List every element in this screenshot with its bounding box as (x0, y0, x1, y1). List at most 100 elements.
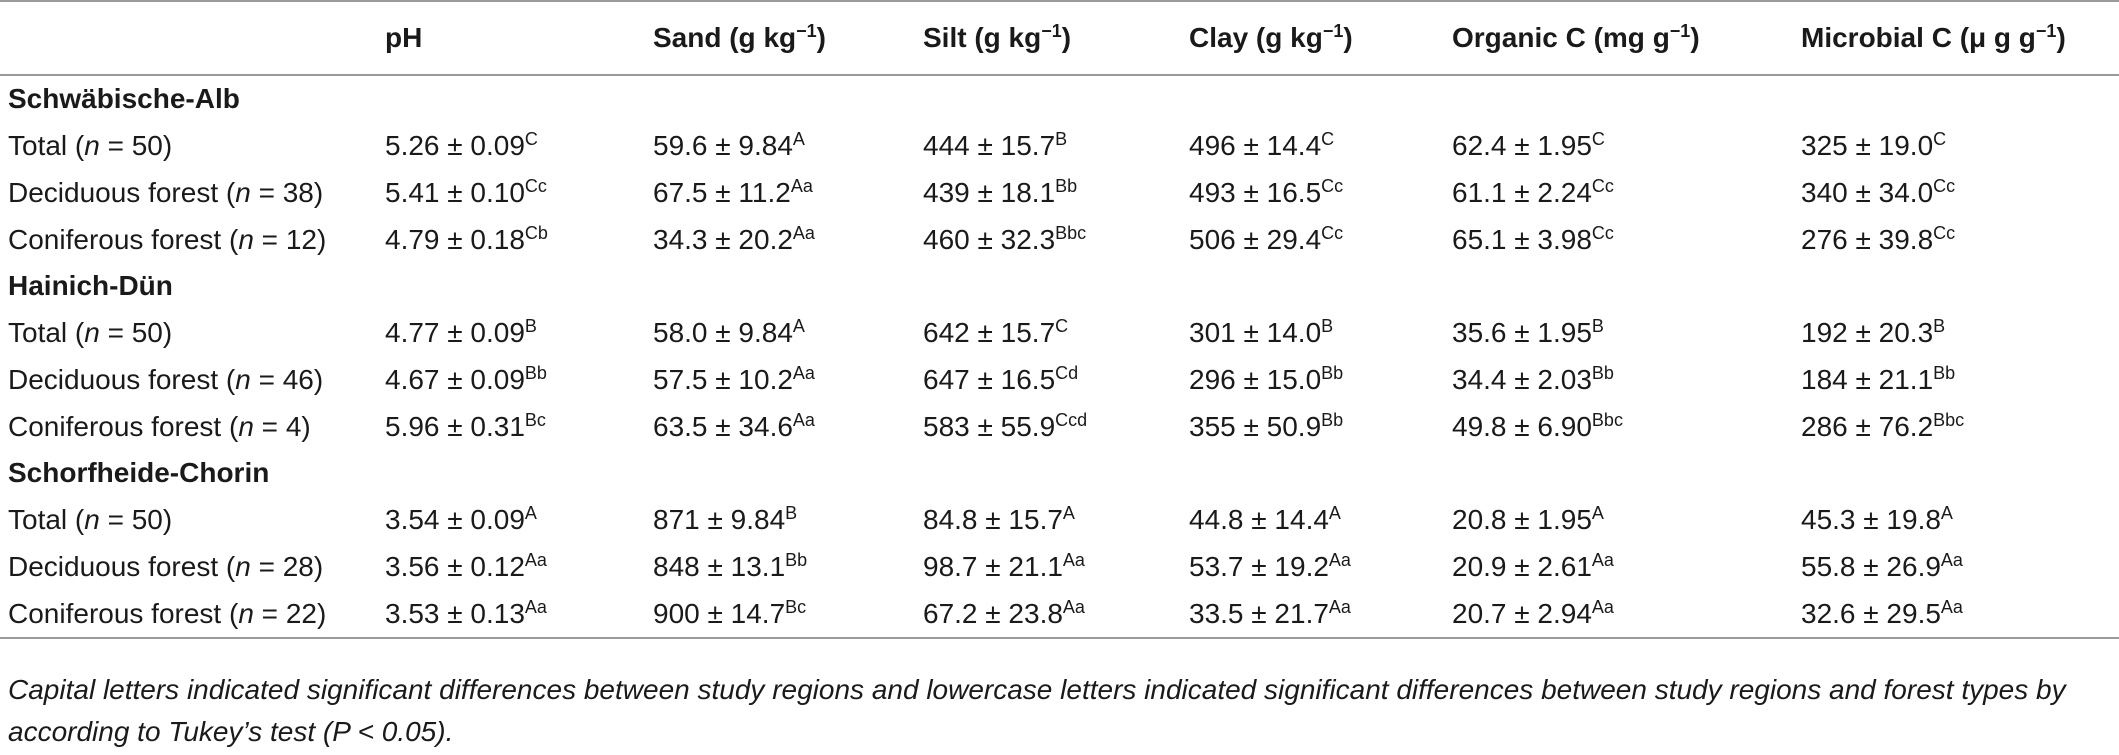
cell-microbial-c: 325 ± 19.0C (1801, 128, 1947, 161)
row-label: Deciduous forest (n = 38) (8, 176, 324, 208)
cell-clay: 496 ± 14.4C (1189, 128, 1335, 161)
cell-microbial-c: 340 ± 34.0Cc (1801, 175, 1956, 208)
data-table-container: pH Sand (g kg−1) Silt (g kg−1) Clay (g k… (0, 1, 2119, 638)
significance-letters: A (1591, 502, 1604, 523)
cell-microbial-c: 286 ± 76.2Bbc (1801, 409, 1965, 442)
cell-organic-c: 20.8 ± 1.95A (1452, 502, 1604, 535)
significance-letters: Aa (1591, 596, 1614, 617)
cell-sand: 871 ± 9.84B (653, 502, 798, 535)
cell-clay: 493 ± 16.5Cc (1189, 175, 1344, 208)
group-header-row: Schorfheide-Chorin (0, 450, 2119, 496)
cell-sand: 900 ± 14.7Bc (653, 596, 807, 629)
row-label: Total (n = 50) (8, 129, 173, 161)
cell-ph: 4.79 ± 0.18Cb (385, 222, 548, 255)
significance-letters: Aa (1328, 596, 1351, 617)
significance-letters: Cc (1591, 222, 1614, 243)
significance-letters: B (524, 315, 537, 336)
cell-clay: 301 ± 14.0B (1189, 315, 1334, 348)
cell-clay: 44.8 ± 14.4A (1189, 502, 1341, 535)
row-label: Total (n = 50) (8, 316, 173, 348)
header-cell-sand: Sand (g kg−1) (653, 21, 826, 53)
significance-letters: Cc (1321, 175, 1344, 196)
significance-letters: Bb (785, 549, 808, 570)
row-label: Coniferous forest (n = 4) (8, 410, 311, 442)
cell-microbial-c: 55.8 ± 26.9Aa (1801, 549, 1963, 582)
significance-letters: Aa (1062, 549, 1085, 570)
significance-letters: Cc (1321, 222, 1344, 243)
cell-sand: 57.5 ± 10.2Aa (653, 362, 815, 395)
table-row: Coniferous forest (n = 12) 4.79 ± 0.18Cb 3… (0, 216, 2119, 263)
row-label: Deciduous forest (n = 46) (8, 363, 324, 395)
significance-letters: Cc (1591, 175, 1614, 196)
significance-letters: B (1591, 315, 1604, 336)
cell-silt: 84.8 ± 15.7A (923, 502, 1075, 535)
cell-ph: 5.96 ± 0.31Bc (385, 409, 546, 442)
significance-letters: B (1321, 315, 1334, 336)
cell-sand: 63.5 ± 34.6Aa (653, 409, 815, 442)
group-title: Hainich-Dün (8, 270, 173, 301)
table-body: Schwäbische-Alb Total (n = 50) 5.26 ± 0.09… (0, 75, 2119, 638)
cell-silt: 67.2 ± 23.8Aa (923, 596, 1085, 629)
significance-letters: A (1062, 502, 1075, 523)
cell-microbial-c: 45.3 ± 19.8A (1801, 502, 1953, 535)
table-row: Deciduous forest (n = 38) 5.41 ± 0.10Cc 67… (0, 169, 2119, 216)
cell-clay: 355 ± 50.9Bb (1189, 409, 1344, 442)
cell-organic-c: 34.4 ± 2.03Bb (1452, 362, 1614, 395)
significance-letters: Aa (524, 549, 547, 570)
significance-letters: A (1328, 502, 1341, 523)
significance-letters: C (1321, 128, 1335, 149)
cell-organic-c: 49.8 ± 6.90Bbc (1452, 409, 1623, 442)
significance-letters: Bbc (1933, 409, 1965, 430)
row-label: Coniferous forest (n = 22) (8, 597, 327, 629)
cell-clay: 53.7 ± 19.2Aa (1189, 549, 1351, 582)
soil-properties-table: pH Sand (g kg−1) Silt (g kg−1) Clay (g k… (0, 1, 2119, 638)
cell-ph: 4.67 ± 0.09Bb (385, 362, 547, 395)
cell-silt: 460 ± 32.3Bbc (923, 222, 1087, 255)
significance-letters: Aa (1062, 596, 1085, 617)
significance-letters: C (1055, 315, 1069, 336)
significance-letters: Bc (785, 596, 807, 617)
significance-letters: Aa (792, 362, 815, 383)
table-row: Deciduous forest (n = 46) 4.67 ± 0.09Bb 57… (0, 356, 2119, 403)
significance-letters: C (524, 128, 538, 149)
significance-letters: Cd (1055, 362, 1079, 383)
cell-organic-c: 62.4 ± 1.95C (1452, 128, 1605, 161)
table-row: Total (n = 50) 3.54 ± 0.09A 871 ± 9.84B 84.… (0, 496, 2119, 543)
cell-microbial-c: 192 ± 20.3B (1801, 315, 1946, 348)
significance-letters: Bc (524, 409, 546, 430)
significance-letters: Bb (1591, 362, 1614, 383)
cell-silt: 439 ± 18.1Bb (923, 175, 1078, 208)
significance-letters: Bbc (1055, 222, 1087, 243)
significance-letters: Aa (1328, 549, 1351, 570)
cell-ph: 5.41 ± 0.10Cc (385, 175, 547, 208)
group-header-row: Schwäbische-Alb (0, 75, 2119, 122)
header-row: pH Sand (g kg−1) Silt (g kg−1) Clay (g k… (0, 1, 2119, 75)
cell-silt: 642 ± 15.7C (923, 315, 1069, 348)
significance-letters: Aa (1591, 549, 1614, 570)
significance-letters: Bb (1055, 175, 1078, 196)
cell-clay: 33.5 ± 21.7Aa (1189, 596, 1351, 629)
header-cell-ph: pH (385, 22, 423, 53)
row-label: Total (n = 50) (8, 503, 173, 535)
cell-clay: 296 ± 15.0Bb (1189, 362, 1344, 395)
cell-ph: 5.26 ± 0.09C (385, 128, 538, 161)
significance-letters: C (1591, 128, 1605, 149)
cell-organic-c: 20.7 ± 2.94Aa (1452, 596, 1614, 629)
cell-sand: 848 ± 13.1Bb (653, 549, 808, 582)
header-cell-organic-c: Organic C (mg g−1) (1452, 21, 1700, 53)
cell-clay: 506 ± 29.4Cc (1189, 222, 1344, 255)
cell-organic-c: 35.6 ± 1.95B (1452, 315, 1604, 348)
table-row: Total (n = 50) 5.26 ± 0.09C 59.6 ± 9.84A 44… (0, 122, 2119, 169)
group-header-row: Hainich-Dün (0, 263, 2119, 309)
cell-silt: 444 ± 15.7B (923, 128, 1068, 161)
header-cell-silt: Silt (g kg−1) (923, 21, 1072, 53)
cell-silt: 583 ± 55.9Ccd (923, 409, 1088, 442)
cell-organic-c: 65.1 ± 3.98Cc (1452, 222, 1614, 255)
table-footnote: Capital letters indicated significant di… (8, 674, 2066, 747)
cell-sand: 59.6 ± 9.84A (653, 128, 805, 161)
significance-letters: B (1933, 315, 1946, 336)
significance-letters: Cc (1933, 222, 1956, 243)
cell-sand: 34.3 ± 20.2Aa (653, 222, 815, 255)
significance-letters: Cc (524, 175, 547, 196)
cell-ph: 3.54 ± 0.09A (385, 502, 537, 535)
